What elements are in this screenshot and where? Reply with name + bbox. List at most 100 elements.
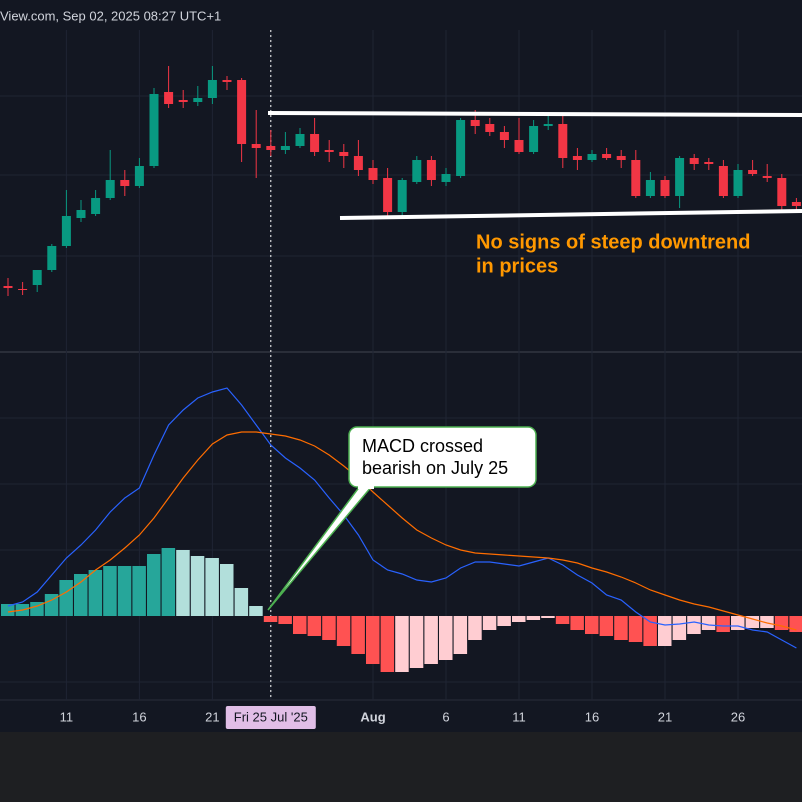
histogram-bar bbox=[687, 616, 701, 634]
candle-body bbox=[529, 126, 539, 152]
x-tick-label: 11 bbox=[60, 709, 74, 724]
candle-body bbox=[61, 216, 71, 246]
x-tick-label: 21 bbox=[658, 709, 672, 724]
candle-body bbox=[485, 124, 495, 132]
callout-text: MACD crossed bbox=[362, 436, 483, 456]
chart-title: View.com, Sep 02, 2025 08:27 UTC+1 bbox=[0, 8, 221, 23]
histogram-bar bbox=[541, 616, 555, 618]
histogram-bar bbox=[701, 616, 716, 630]
candle-body bbox=[499, 132, 509, 140]
histogram-bar bbox=[395, 616, 409, 672]
candle-body bbox=[543, 124, 553, 126]
histogram-bar bbox=[643, 616, 657, 646]
h-grid bbox=[0, 95, 802, 683]
histogram-bar bbox=[555, 616, 570, 624]
histogram-bar bbox=[59, 580, 73, 616]
histogram-bar bbox=[336, 616, 351, 646]
candle-body bbox=[675, 158, 685, 196]
candle-body bbox=[324, 150, 334, 152]
histogram-bar bbox=[234, 588, 249, 616]
histogram-bar bbox=[789, 616, 802, 632]
candle-body bbox=[762, 176, 772, 178]
candle-body bbox=[689, 158, 699, 164]
candle-body bbox=[616, 156, 626, 160]
x-tick-label: 16 bbox=[585, 709, 599, 724]
callout-pointer bbox=[267, 485, 373, 611]
histogram-bar bbox=[672, 616, 687, 640]
annotation: No signs of steep downtrend bbox=[476, 231, 750, 253]
histogram-bar bbox=[409, 616, 424, 668]
x-tick-label: 26 bbox=[731, 709, 745, 724]
candle-body bbox=[295, 134, 305, 146]
histogram-bar bbox=[132, 566, 146, 616]
candle-body bbox=[164, 92, 174, 104]
x-axis: 11 16 21 Fri 25 Jul '25 Aug 6 11 16 21 26 bbox=[60, 706, 745, 729]
histogram-bar bbox=[307, 616, 322, 636]
callout-box bbox=[348, 426, 537, 488]
candle-body bbox=[631, 160, 641, 196]
histogram-bar bbox=[439, 616, 453, 660]
histogram bbox=[1, 548, 802, 672]
candle-body bbox=[456, 120, 466, 176]
candle-body bbox=[266, 146, 276, 150]
candle-body bbox=[441, 174, 451, 182]
histogram-bar bbox=[278, 616, 292, 624]
candle-body bbox=[18, 289, 28, 290]
candle-body bbox=[602, 154, 612, 158]
histogram-bar bbox=[190, 556, 205, 616]
candle-body bbox=[368, 168, 378, 180]
histogram-bar bbox=[176, 550, 190, 616]
histogram-bar bbox=[103, 566, 117, 616]
histogram-bar bbox=[731, 616, 745, 630]
candle-body bbox=[178, 100, 188, 102]
candle-body bbox=[397, 180, 407, 212]
candle-body bbox=[748, 170, 758, 174]
candle-body bbox=[426, 160, 436, 180]
candle-body bbox=[134, 166, 144, 186]
histogram-bar bbox=[658, 616, 672, 646]
histogram-bar bbox=[322, 616, 336, 640]
candle-body bbox=[251, 144, 261, 148]
macd-line bbox=[7, 431, 797, 631]
candle-body bbox=[47, 246, 57, 270]
candle-body bbox=[558, 124, 568, 158]
histogram-bar bbox=[482, 616, 497, 630]
crosshair-label-box bbox=[225, 706, 316, 729]
candle-body bbox=[777, 178, 787, 206]
histogram-bar bbox=[88, 570, 103, 616]
histogram-bar bbox=[205, 558, 219, 616]
candle-body bbox=[645, 180, 655, 196]
candle-body bbox=[207, 80, 217, 98]
histogram-bar bbox=[760, 616, 774, 628]
histogram-bar bbox=[366, 616, 380, 664]
x-tick-label: 16 bbox=[132, 709, 146, 724]
x-tick-label: 21 bbox=[205, 709, 219, 724]
histogram-bar bbox=[74, 574, 88, 616]
candle-body bbox=[470, 120, 480, 126]
candle-body bbox=[587, 154, 597, 160]
histogram-bar bbox=[774, 616, 789, 630]
histogram-bar bbox=[30, 602, 44, 616]
histogram-bar bbox=[599, 616, 614, 636]
histogram-bar bbox=[570, 616, 584, 630]
candle-body bbox=[733, 170, 743, 196]
candle-body bbox=[718, 166, 728, 196]
callout-joint bbox=[358, 485, 374, 489]
candle-body bbox=[120, 180, 130, 186]
candle-body bbox=[3, 286, 13, 288]
histogram-bar bbox=[351, 616, 365, 654]
histogram-bar bbox=[147, 554, 161, 616]
candle-body bbox=[91, 198, 101, 214]
histogram-bar bbox=[249, 606, 263, 616]
histogram-bar bbox=[585, 616, 599, 634]
histogram-bar bbox=[1, 604, 15, 616]
candle-body bbox=[339, 152, 349, 156]
candle-body bbox=[193, 98, 203, 102]
candle-body bbox=[791, 202, 801, 206]
histogram-bar bbox=[628, 616, 643, 642]
histogram-bar bbox=[716, 616, 730, 632]
histogram-bar bbox=[293, 616, 307, 634]
candle-body bbox=[32, 270, 42, 285]
